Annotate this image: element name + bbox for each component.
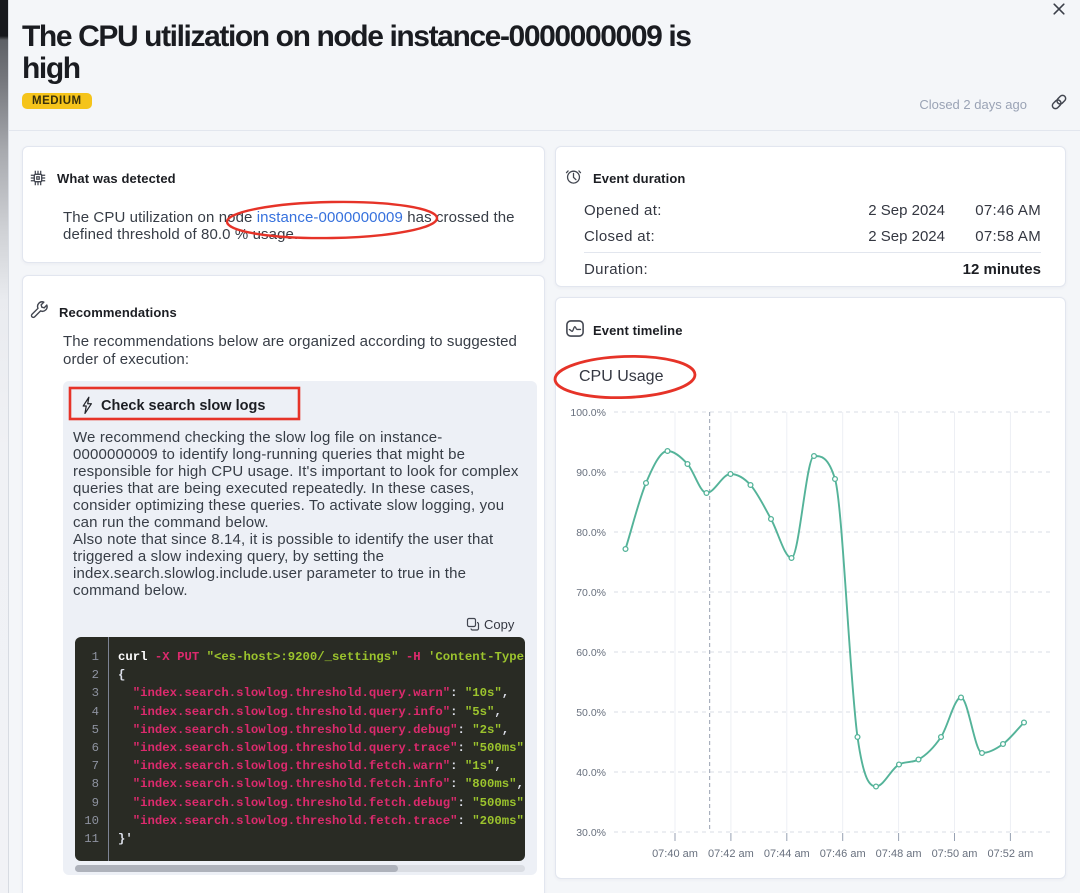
- svg-text:07:40 am: 07:40 am: [652, 848, 698, 860]
- svg-text:07:50 am: 07:50 am: [932, 848, 978, 860]
- svg-text:100.0%: 100.0%: [570, 407, 606, 419]
- svg-text:40.0%: 40.0%: [576, 767, 606, 779]
- svg-text:70.0%: 70.0%: [576, 587, 606, 599]
- svg-text:07:48 am: 07:48 am: [876, 848, 922, 860]
- svg-text:30.0%: 30.0%: [576, 827, 606, 839]
- svg-text:80.0%: 80.0%: [576, 527, 606, 539]
- svg-text:90.0%: 90.0%: [576, 467, 606, 479]
- svg-text:60.0%: 60.0%: [576, 647, 606, 659]
- svg-text:07:44 am: 07:44 am: [764, 848, 810, 860]
- svg-text:50.0%: 50.0%: [576, 707, 606, 719]
- svg-text:07:42 am: 07:42 am: [708, 848, 754, 860]
- svg-text:07:46 am: 07:46 am: [820, 848, 866, 860]
- svg-text:07:52 am: 07:52 am: [987, 848, 1033, 860]
